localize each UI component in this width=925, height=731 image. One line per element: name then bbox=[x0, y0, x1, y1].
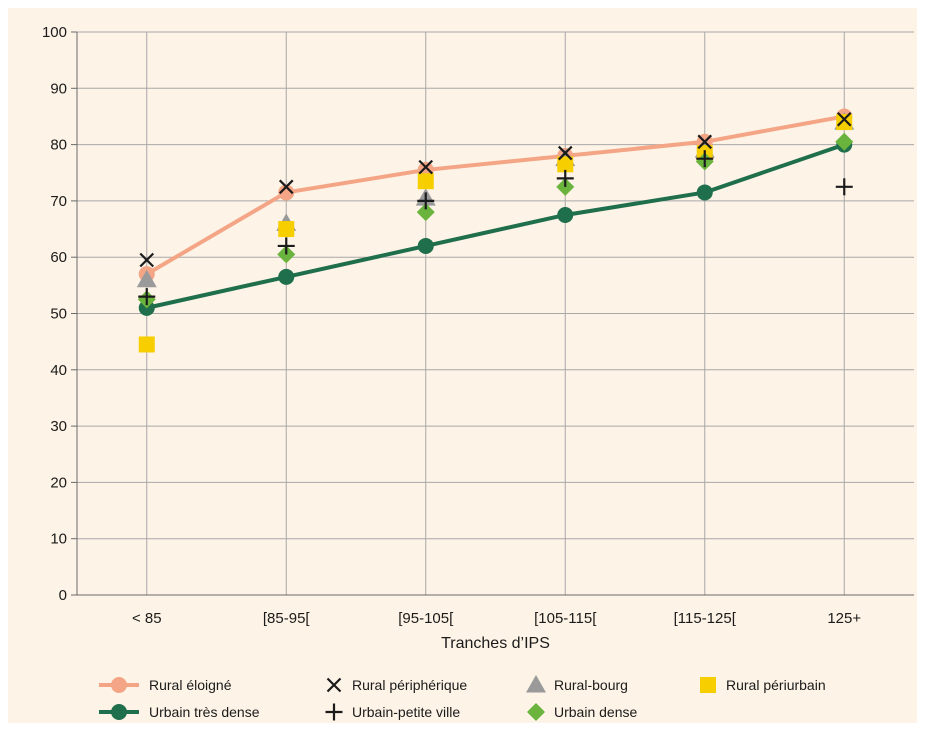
y-tick-label: 10 bbox=[50, 531, 67, 548]
series-rural-bourg bbox=[136, 112, 855, 288]
data-point-rural-peripherique bbox=[418, 159, 434, 175]
data-point-rural-peripherique bbox=[278, 179, 294, 195]
tick-labels: 0 10 20 30 40 50 60 70 80 90 100 < 85 [85-95[ [95-105… bbox=[42, 24, 861, 627]
data-point-urbain-tres-dense bbox=[696, 184, 713, 201]
data-point-urbain-petite-ville bbox=[277, 237, 295, 255]
legend-marker bbox=[111, 677, 127, 693]
data-point-rural-bourg bbox=[136, 269, 157, 288]
data-point-urbain-tres-dense bbox=[417, 237, 434, 254]
legend-marker bbox=[326, 677, 342, 693]
data-point-urbain-tres-dense bbox=[557, 206, 574, 223]
x-tick-label: 125+ bbox=[827, 610, 861, 627]
series-line-rural-eloigne bbox=[145, 114, 845, 276]
series-rural-periurbain bbox=[138, 114, 853, 353]
x-axis-title: Tranches d’IPS bbox=[441, 635, 550, 652]
data-point-rural-peripherique bbox=[557, 145, 573, 161]
y-tick-label: 90 bbox=[50, 80, 67, 97]
legend-label: Rural éloigné bbox=[149, 677, 232, 693]
x-tick-label: [85-95[ bbox=[263, 610, 311, 627]
legend-item: Rural périphérique bbox=[326, 677, 467, 693]
legend-marker bbox=[111, 704, 127, 720]
legend-marker bbox=[700, 677, 716, 693]
data-point-rural-periurbain bbox=[278, 221, 295, 238]
legend-label: Urbain-petite ville bbox=[352, 704, 460, 720]
line-chart: 0 10 20 30 40 50 60 70 80 90 100 < 85 [85-95[ [95-105… bbox=[42, 24, 914, 721]
axes bbox=[71, 31, 914, 596]
data-point-rural-periurbain bbox=[138, 336, 155, 353]
series-line-urbain-tres-dense bbox=[146, 142, 845, 310]
legend-item: Rural éloigné bbox=[99, 677, 232, 693]
legend-label: Urbain dense bbox=[554, 704, 637, 720]
series-urbain-petite-ville bbox=[138, 150, 853, 306]
data-point-rural-periurbain bbox=[836, 114, 853, 131]
data-point-urbain-petite-ville bbox=[417, 192, 435, 210]
x-tick-label: [105-115[ bbox=[534, 610, 597, 627]
y-tick-label: 70 bbox=[50, 193, 67, 210]
data-point-urbain-petite-ville bbox=[556, 169, 574, 187]
data-point-urbain-petite-ville bbox=[138, 288, 156, 306]
y-tick-label: 20 bbox=[50, 474, 67, 491]
data-point-urbain-dense bbox=[835, 132, 854, 151]
legend-item: Urbain très dense bbox=[99, 704, 260, 720]
data-point-urbain-tres-dense bbox=[278, 268, 295, 285]
data-point-rural-periurbain bbox=[417, 173, 434, 190]
data-point-rural-peripherique bbox=[697, 134, 713, 150]
legend-label: Rural périphérique bbox=[352, 677, 467, 693]
legend-item: Rural-bourg bbox=[526, 675, 628, 693]
legend-item: Rural périurbain bbox=[700, 677, 826, 693]
legend-label: Rural périurbain bbox=[726, 677, 826, 693]
legend-marker bbox=[325, 703, 343, 721]
series-rural-eloigne bbox=[138, 108, 853, 283]
legend-marker bbox=[527, 703, 545, 721]
legend-item: Urbain dense bbox=[527, 703, 637, 721]
y-tick-label: 50 bbox=[50, 306, 67, 323]
x-tick-label: [115-125[ bbox=[674, 610, 737, 627]
series-rural-peripherique bbox=[139, 111, 852, 268]
data-point-urbain-dense bbox=[416, 203, 435, 222]
data-point-rural-peripherique bbox=[836, 111, 852, 127]
y-tick-label: 0 bbox=[59, 587, 67, 604]
x-tick-label: < 85 bbox=[132, 610, 162, 627]
data-point-rural-periurbain bbox=[557, 156, 574, 173]
y-tick-label: 60 bbox=[50, 249, 67, 266]
grid bbox=[77, 31, 914, 596]
y-tick-label: 30 bbox=[50, 418, 67, 435]
series bbox=[136, 108, 855, 353]
data-point-rural-peripherique bbox=[139, 252, 155, 268]
data-point-rural-eloigne bbox=[278, 184, 295, 201]
x-tick-label: [95-105[ bbox=[398, 610, 454, 627]
y-tick-label: 80 bbox=[50, 137, 67, 154]
data-point-urbain-petite-ville bbox=[835, 178, 853, 196]
legend-label: Urbain très dense bbox=[149, 704, 260, 720]
y-tick-label: 100 bbox=[42, 24, 67, 41]
chart-frame: 0 10 20 30 40 50 60 70 80 90 100 < 85 [85-95[ [95-105… bbox=[8, 8, 917, 723]
legend: Rural éloigné Rural périphérique Rural-bou… bbox=[99, 675, 826, 721]
legend-marker bbox=[526, 675, 546, 693]
y-tick-label: 40 bbox=[50, 362, 67, 379]
legend-label: Rural-bourg bbox=[554, 677, 628, 693]
series-urbain-dense bbox=[137, 132, 854, 309]
data-point-urbain-petite-ville bbox=[696, 150, 714, 168]
legend-item: Urbain-petite ville bbox=[325, 703, 460, 721]
